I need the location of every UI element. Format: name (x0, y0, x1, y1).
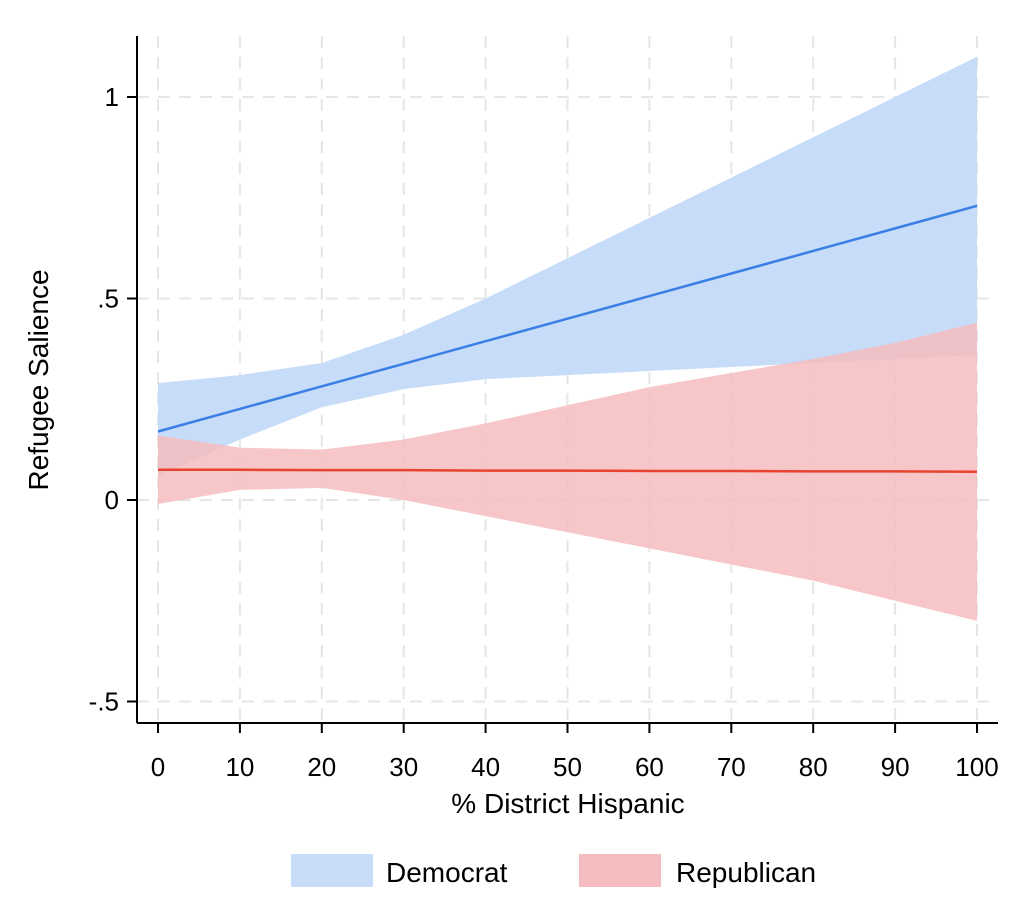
y-axis-ticks: -.5 0 .5 1 (89, 82, 137, 717)
y-axis-title: Refugee Salience (23, 269, 54, 490)
y-tick-label--0_5: -.5 (89, 687, 119, 717)
series-lines (157, 204, 978, 474)
y-tick-label-0_5: .5 (97, 284, 119, 314)
x-tick-label-50: 50 (553, 752, 582, 782)
x-axis-ticks: 0 10 20 30 40 50 60 70 80 90 100 (151, 723, 999, 782)
x-tick-label-10: 10 (225, 752, 254, 782)
line-democrat (157, 204, 978, 433)
x-tick-label-20: 20 (307, 752, 336, 782)
legend: Democrat Republican (291, 854, 816, 888)
x-tick-label-60: 60 (635, 752, 664, 782)
x-tick-label-40: 40 (471, 752, 500, 782)
legend-swatch-democrat (291, 854, 373, 887)
x-tick-label-90: 90 (881, 752, 910, 782)
x-tick-label-0: 0 (151, 752, 165, 782)
y-tick-label-1: 1 (105, 82, 119, 112)
legend-label-republican: Republican (676, 857, 816, 888)
x-axis-title: % District Hispanic (451, 788, 684, 819)
legend-swatch-republican (579, 854, 661, 887)
y-tick-label-0: 0 (105, 485, 119, 515)
x-tick-label-70: 70 (717, 752, 746, 782)
line-republican (158, 468, 978, 474)
ci-band-democrat (158, 56, 977, 476)
x-tick-label-80: 80 (799, 752, 828, 782)
legend-label-democrat: Democrat (386, 857, 508, 888)
x-tick-label-100: 100 (955, 752, 998, 782)
x-tick-label-30: 30 (389, 752, 418, 782)
